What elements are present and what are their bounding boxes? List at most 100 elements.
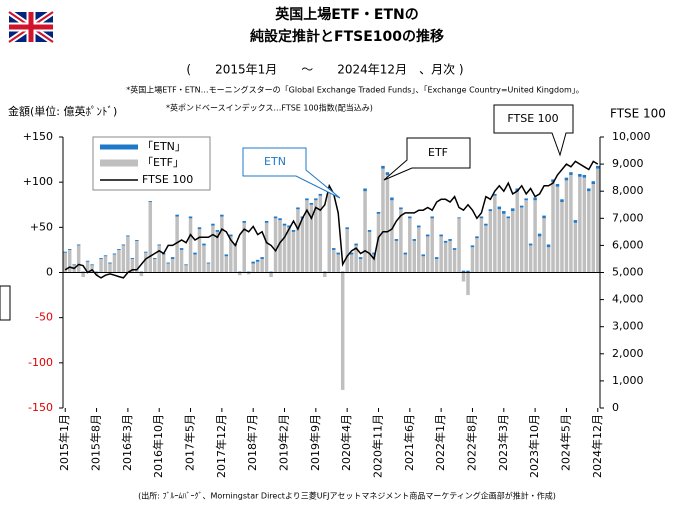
bar <box>484 225 488 273</box>
y-tick-label: +100 <box>23 175 53 188</box>
bar <box>318 193 323 196</box>
bar <box>336 254 340 273</box>
bar <box>412 240 417 273</box>
bar <box>466 272 470 296</box>
x-tick-label: 2024年12月 <box>590 414 604 478</box>
x-tick-label: 2021年6月 <box>402 414 416 471</box>
bar <box>394 239 399 241</box>
bar <box>376 211 381 214</box>
bar <box>466 270 470 273</box>
bar <box>425 234 430 237</box>
subtitle: ( 2015年1月 ～ 2024年12月 、月次 ) <box>186 63 463 77</box>
bar <box>188 216 193 219</box>
bar <box>197 229 202 273</box>
bar <box>157 244 161 246</box>
bar <box>246 272 251 275</box>
bar <box>381 168 385 273</box>
x-tick-label: 2023年10月 <box>527 414 541 478</box>
bar <box>390 197 394 201</box>
bar <box>229 236 233 273</box>
bar <box>528 245 533 273</box>
bar <box>108 263 112 273</box>
bar <box>314 200 318 273</box>
bar <box>479 218 484 273</box>
y-tick-label: -150 <box>28 401 53 414</box>
bar <box>510 208 515 212</box>
bar <box>94 272 99 276</box>
bar <box>533 200 537 273</box>
bar <box>206 262 211 264</box>
bar <box>224 256 229 273</box>
bar <box>493 195 497 273</box>
bar <box>569 174 573 273</box>
bar <box>108 262 112 264</box>
bar <box>412 239 417 241</box>
bar <box>479 216 484 219</box>
bar <box>354 243 358 246</box>
bar <box>67 249 72 250</box>
bar <box>121 245 126 273</box>
bar <box>112 254 117 273</box>
bar <box>524 200 528 273</box>
bar <box>161 254 166 273</box>
bar <box>166 263 170 273</box>
x-tick-label: 2022年1月 <box>433 414 447 471</box>
bar <box>578 176 582 273</box>
bar <box>220 214 224 217</box>
bar <box>126 236 130 273</box>
bar <box>278 220 282 273</box>
bar <box>76 244 81 246</box>
bar <box>439 234 443 237</box>
bar <box>179 249 184 273</box>
bar <box>323 272 327 278</box>
bar <box>296 209 300 273</box>
bar <box>139 272 144 277</box>
bar <box>385 172 390 175</box>
annotation: FTSE 100 <box>507 112 558 125</box>
bar <box>345 229 349 273</box>
bar <box>452 249 457 273</box>
bar <box>457 217 461 219</box>
bar <box>488 211 493 273</box>
y2-tick-label: 4,000 <box>612 293 644 306</box>
bar <box>555 183 560 187</box>
frame <box>0 285 11 321</box>
bar <box>331 248 336 250</box>
bar <box>175 214 179 217</box>
bar <box>367 230 372 232</box>
title: 純設定推計とFTSE100の推移 <box>250 28 444 45</box>
bar <box>211 225 215 273</box>
bar <box>327 193 332 273</box>
note: *英国上場ETF・ETN…モーニングスターの「Global Exchange T… <box>126 85 584 95</box>
bar <box>305 198 309 201</box>
line <box>64 160 599 279</box>
bar <box>537 233 542 237</box>
bar <box>596 165 600 169</box>
bar <box>331 249 336 273</box>
bar <box>439 236 443 273</box>
y2-tick-label: 10,000 <box>612 130 651 143</box>
bar <box>260 257 264 259</box>
bar <box>376 213 381 273</box>
bar <box>502 211 506 214</box>
bar <box>475 236 479 239</box>
bar <box>269 272 273 278</box>
bar <box>287 225 291 228</box>
annotation: ETN <box>264 155 286 168</box>
bar <box>448 239 452 241</box>
bar <box>152 258 157 259</box>
bar <box>551 182 555 273</box>
bar <box>175 216 179 273</box>
bar <box>506 218 511 273</box>
bar <box>314 198 318 201</box>
bar <box>255 259 260 262</box>
bar <box>448 240 452 273</box>
bar <box>403 252 408 255</box>
bar <box>126 235 130 237</box>
y-tick-label: +50 <box>30 220 53 233</box>
bar <box>461 272 466 282</box>
y2-tick-label: 8,000 <box>612 184 644 197</box>
bar <box>555 186 560 273</box>
bar <box>417 227 421 273</box>
bar <box>255 261 260 273</box>
